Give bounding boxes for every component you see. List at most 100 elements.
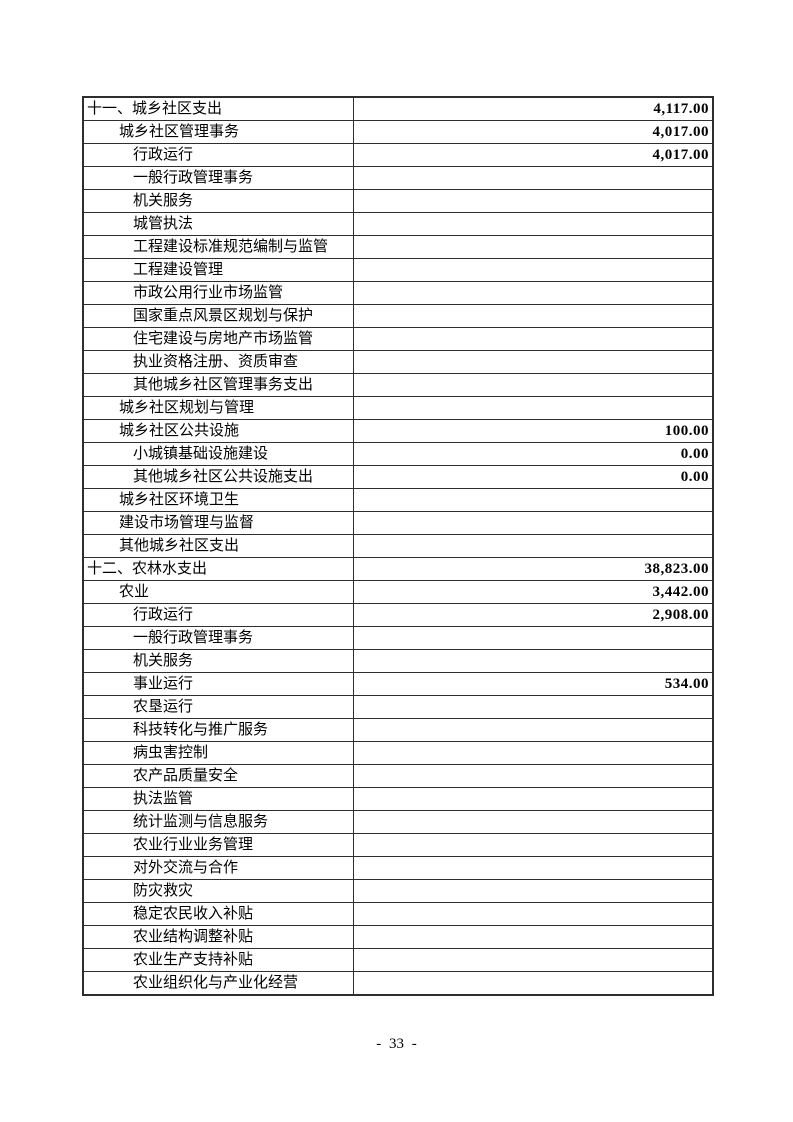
item-label: 其他城乡社区支出 — [82, 534, 354, 558]
table-row: 防灾救灾 — [82, 879, 714, 903]
item-label: 农业 — [82, 580, 354, 604]
item-label: 城管执法 — [82, 212, 354, 236]
item-label: 行政运行 — [82, 143, 354, 167]
item-amount — [352, 718, 714, 742]
item-label: 城乡社区环境卫生 — [82, 488, 354, 512]
table-row: 城乡社区规划与管理 — [82, 396, 714, 420]
table-row: 一般行政管理事务 — [82, 166, 714, 190]
item-amount — [352, 189, 714, 213]
item-label: 工程建设标准规范编制与监管 — [82, 235, 354, 259]
item-label: 稳定农民收入补贴 — [82, 902, 354, 926]
item-label: 科技转化与推广服务 — [82, 718, 354, 742]
table-row: 稳定农民收入补贴 — [82, 902, 714, 926]
item-amount: 4,117.00 — [352, 96, 714, 121]
table-row: 城乡社区公共设施 100.00 — [82, 419, 714, 443]
item-label: 农垦运行 — [82, 695, 354, 719]
page-number: - 33 - — [376, 1036, 417, 1052]
item-label: 病虫害控制 — [82, 741, 354, 765]
item-amount — [352, 534, 714, 558]
item-amount — [352, 258, 714, 282]
item-amount: 2,908.00 — [352, 603, 714, 627]
table-row: 城乡社区管理事务 4,017.00 — [82, 120, 714, 144]
item-amount — [352, 810, 714, 834]
item-label: 国家重点风景区规划与保护 — [82, 304, 354, 328]
table-row: 农业组织化与产业化经营 — [82, 971, 714, 996]
table-row: 机关服务 — [82, 189, 714, 213]
table-row: 城管执法 — [82, 212, 714, 236]
item-amount — [352, 350, 714, 374]
item-amount: 4,017.00 — [352, 143, 714, 167]
table-row: 农业生产支持补贴 — [82, 948, 714, 972]
item-label: 机关服务 — [82, 649, 354, 673]
item-amount — [352, 511, 714, 535]
item-amount: 534.00 — [352, 672, 714, 696]
item-amount — [352, 304, 714, 328]
item-amount — [352, 971, 714, 996]
table-row: 十一、城乡社区支出 4,117.00 — [82, 96, 714, 121]
item-amount — [352, 902, 714, 926]
table-row: 小城镇基础设施建设 0.00 — [82, 442, 714, 466]
table-row: 统计监测与信息服务 — [82, 810, 714, 834]
item-amount — [352, 212, 714, 236]
item-label: 工程建设管理 — [82, 258, 354, 282]
item-label: 农产品质量安全 — [82, 764, 354, 788]
item-label: 住宅建设与房地产市场监管 — [82, 327, 354, 351]
item-amount: 100.00 — [352, 419, 714, 443]
item-label: 其他城乡社区管理事务支出 — [82, 373, 354, 397]
item-amount: 38,823.00 — [352, 557, 714, 581]
table-row: 建设市场管理与监督 — [82, 511, 714, 535]
item-label: 十二、农林水支出 — [82, 557, 354, 581]
item-amount — [352, 327, 714, 351]
item-amount — [352, 695, 714, 719]
item-amount — [352, 879, 714, 903]
item-amount: 4,017.00 — [352, 120, 714, 144]
table-row: 农业行业业务管理 — [82, 833, 714, 857]
item-label: 农业结构调整补贴 — [82, 925, 354, 949]
item-amount — [352, 649, 714, 673]
table-row: 执法监管 — [82, 787, 714, 811]
item-label: 一般行政管理事务 — [82, 166, 354, 190]
item-amount — [352, 235, 714, 259]
item-amount — [352, 787, 714, 811]
item-label: 农业组织化与产业化经营 — [82, 971, 354, 996]
table-row: 行政运行 2,908.00 — [82, 603, 714, 627]
table-row: 住宅建设与房地产市场监管 — [82, 327, 714, 351]
table-row: 其他城乡社区支出 — [82, 534, 714, 558]
table-row: 执业资格注册、资质审查 — [82, 350, 714, 374]
item-amount — [352, 488, 714, 512]
item-amount — [352, 166, 714, 190]
item-amount — [352, 281, 714, 305]
item-label: 行政运行 — [82, 603, 354, 627]
table-row: 农产品质量安全 — [82, 764, 714, 788]
table-row: 国家重点风景区规划与保护 — [82, 304, 714, 328]
item-amount — [352, 764, 714, 788]
table-row: 其他城乡社区公共设施支出 0.00 — [82, 465, 714, 489]
budget-table-body: 十一、城乡社区支出 4,117.00 城乡社区管理事务 4,017.00 行政运行 4,0… — [82, 96, 714, 996]
item-label: 机关服务 — [82, 189, 354, 213]
item-amount — [352, 833, 714, 857]
item-label: 农业行业业务管理 — [82, 833, 354, 857]
table-row: 十二、农林水支出 38,823.00 — [82, 557, 714, 581]
item-label: 城乡社区管理事务 — [82, 120, 354, 144]
table-row: 病虫害控制 — [82, 741, 714, 765]
table-row: 其他城乡社区管理事务支出 — [82, 373, 714, 397]
table-row: 对外交流与合作 — [82, 856, 714, 880]
item-amount — [352, 626, 714, 650]
item-amount — [352, 925, 714, 949]
item-amount: 0.00 — [352, 465, 714, 489]
table-row: 工程建设标准规范编制与监管 — [82, 235, 714, 259]
item-label: 市政公用行业市场监管 — [82, 281, 354, 305]
table-row: 工程建设管理 — [82, 258, 714, 282]
item-amount — [352, 396, 714, 420]
item-label: 一般行政管理事务 — [82, 626, 354, 650]
table-row: 一般行政管理事务 — [82, 626, 714, 650]
item-label: 执法监管 — [82, 787, 354, 811]
budget-expenditure-table: 十一、城乡社区支出 4,117.00 城乡社区管理事务 4,017.00 行政运行 4,0… — [82, 96, 714, 996]
table-row: 农业结构调整补贴 — [82, 925, 714, 949]
table-row: 科技转化与推广服务 — [82, 718, 714, 742]
item-label: 其他城乡社区公共设施支出 — [82, 465, 354, 489]
item-label: 事业运行 — [82, 672, 354, 696]
item-label: 统计监测与信息服务 — [82, 810, 354, 834]
item-amount: 0.00 — [352, 442, 714, 466]
